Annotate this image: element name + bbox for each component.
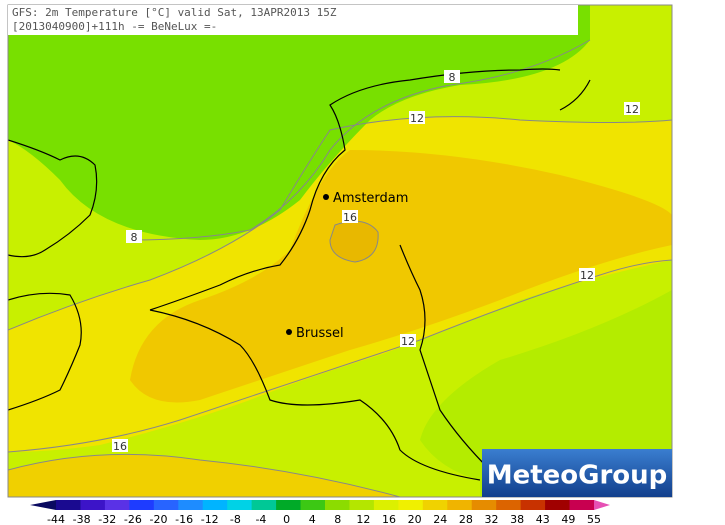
colorbar-cell [178, 500, 204, 510]
colorbar-label: 32 [485, 513, 499, 525]
header-title: GFS: 2m Temperature [°C] valid Sat, 13AP… [12, 6, 337, 19]
city-label: Amsterdam [333, 191, 408, 206]
colorbar-cell [300, 500, 326, 510]
colorbar-label: -16 [175, 513, 193, 525]
colorbar-label: 24 [433, 513, 447, 525]
colorbar-cell [349, 500, 375, 510]
colorbar-label: 12 [356, 513, 370, 525]
colorbar-label: -20 [149, 513, 167, 525]
contour-label-box [126, 230, 142, 243]
city-dot [286, 329, 292, 335]
colorbar-label: 28 [459, 513, 473, 525]
colorbar-cell [129, 500, 155, 510]
colorbar-cell [422, 500, 448, 510]
logo-box [482, 449, 672, 497]
colorbar-label: -32 [98, 513, 116, 525]
colorbar-cell [202, 500, 228, 510]
contour-label: 8 [449, 71, 456, 84]
contour-label: 16 [113, 440, 127, 453]
colorbar-label: 8 [334, 513, 341, 525]
contour-label-box [444, 70, 460, 83]
colorbar-label: -38 [73, 513, 91, 525]
colorbar-cell [520, 500, 546, 510]
colorbar-label: 16 [382, 513, 396, 525]
contour-label-box [400, 334, 416, 347]
colorbar-end [594, 500, 610, 510]
colorbar-label: -8 [230, 513, 241, 525]
colorbar-cell [153, 500, 179, 510]
contour-label: 16 [343, 211, 357, 224]
contour-label-box [112, 439, 128, 452]
contour-label: 12 [625, 103, 639, 116]
header-box [8, 5, 578, 35]
colorbar-label: 49 [561, 513, 575, 525]
header-subtitle: [2013040900]+111h -= BeNeLux =- [12, 20, 217, 33]
colorbar-cell [373, 500, 399, 510]
colorbar-cell [398, 500, 424, 510]
colorbar-label: -26 [124, 513, 142, 525]
colorbar-label: -12 [201, 513, 219, 525]
contour-label: 12 [580, 269, 594, 282]
colorbar-cell [276, 500, 302, 510]
colorbar-label: 20 [408, 513, 422, 525]
colorbar-label: 43 [536, 513, 550, 525]
colorbar-label: 38 [510, 513, 524, 525]
logo: MeteoGroup [487, 461, 668, 491]
colorbar-cell [80, 500, 106, 510]
colorbar-label: -44 [47, 513, 65, 525]
colorbar-label: 55 [587, 513, 601, 525]
temperature-field [8, 5, 672, 497]
contour-label: 12 [410, 112, 424, 125]
colorbar-cell [56, 500, 81, 510]
city-label: Brussel [296, 326, 344, 341]
contour-label-box [624, 102, 640, 115]
colorbar-cell [104, 500, 130, 510]
colorbar-label: 0 [283, 513, 290, 525]
colorbar-cell [471, 500, 497, 510]
colorbar-cell [496, 500, 522, 510]
colorbar-label: 4 [309, 513, 316, 525]
colorbar-cell [227, 500, 253, 510]
contour-label: 12 [401, 335, 415, 348]
contour-label: 8 [131, 231, 138, 244]
colorbar-end [30, 500, 56, 510]
colorbar-cell [545, 500, 571, 510]
colorbar-cell [251, 500, 277, 510]
contour-label-box [579, 268, 595, 281]
contour-label-box [342, 210, 358, 223]
colorbar-cell [325, 500, 350, 510]
city-dot [323, 194, 329, 200]
contour-label-box [409, 111, 425, 124]
colorbar-cell [447, 500, 473, 510]
colorbar-cell [569, 500, 595, 510]
colorbar-label: -4 [255, 513, 266, 525]
